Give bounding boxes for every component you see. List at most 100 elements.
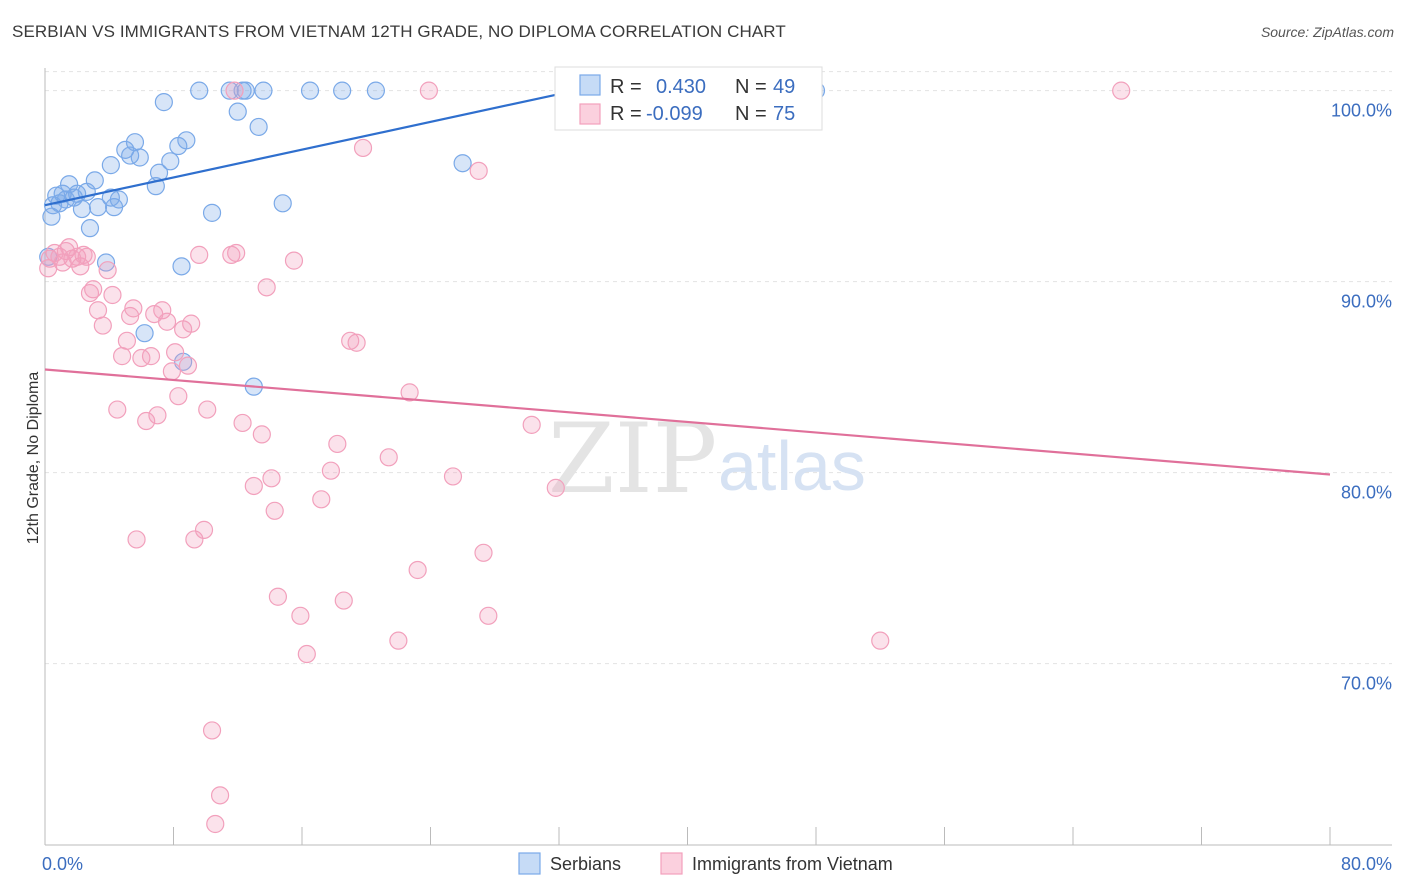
point-serbians-20 xyxy=(116,140,135,159)
point-vietnam-63 xyxy=(353,138,373,158)
point-serbians-23 xyxy=(130,148,149,167)
point-serbians-43 xyxy=(300,81,320,100)
point-vietnam-40 xyxy=(198,400,217,419)
y-axis-label: 12th Grade, No Diploma xyxy=(25,372,42,545)
point-vietnam-26 xyxy=(141,347,161,366)
series-legend-label-serbians[interactable]: Serbians xyxy=(550,854,621,874)
point-vietnam-20 xyxy=(117,331,137,350)
y-tick-label-2: 80.0% xyxy=(1341,483,1392,503)
point-vietnam-16 xyxy=(98,261,117,280)
point-serbians-40 xyxy=(249,117,268,137)
point-serbians-33 xyxy=(190,81,209,100)
point-serbians-34 xyxy=(202,203,222,222)
point-vietnam-50 xyxy=(257,278,276,297)
chart-title: SERBIAN VS IMMIGRANTS FROM VIETNAM 12TH … xyxy=(12,22,786,41)
point-serbians-36 xyxy=(228,102,247,121)
point-vietnam-68 xyxy=(419,81,438,100)
trend-line-serbians xyxy=(44,89,576,207)
y-tick-label-0: 100.0% xyxy=(1331,101,1392,121)
point-serbians-15 xyxy=(96,253,116,272)
point-serbians-18 xyxy=(109,190,128,209)
point-serbians-30 xyxy=(177,131,196,150)
series-legend-swatch-vietnam[interactable] xyxy=(660,852,683,875)
legend-swatch-vietnam xyxy=(579,103,601,125)
point-vietnam-51 xyxy=(262,469,281,488)
point-vietnam-28 xyxy=(148,406,167,425)
point-vietnam-54 xyxy=(284,251,304,270)
point-serbians-12 xyxy=(80,219,100,238)
point-vietnam-19 xyxy=(112,347,132,366)
point-vietnam-72 xyxy=(479,606,498,625)
point-vietnam-62 xyxy=(347,333,366,352)
point-serbians-10 xyxy=(72,199,92,219)
point-vietnam-57 xyxy=(312,490,331,509)
point-vietnam-64 xyxy=(379,448,398,467)
axes xyxy=(44,68,1392,846)
point-serbians-27 xyxy=(154,93,173,112)
point-vietnam-30 xyxy=(157,312,177,331)
point-vietnam-52 xyxy=(265,501,284,520)
point-serbians-35 xyxy=(220,81,239,100)
point-vietnam-22 xyxy=(124,299,143,318)
legend-r-value-vietnam: -0.099 xyxy=(646,103,703,125)
point-vietnam-75 xyxy=(871,631,890,650)
point-vietnam-15 xyxy=(93,316,112,335)
point-vietnam-32 xyxy=(166,343,185,362)
point-serbians-31 xyxy=(172,257,191,276)
watermark: ZIP atlas xyxy=(548,403,866,515)
series-legend: Serbians Immigrants from Vietnam xyxy=(518,852,893,875)
point-vietnam-73 xyxy=(522,415,541,434)
watermark-zip: ZIP xyxy=(548,403,717,515)
point-vietnam-53 xyxy=(268,587,288,606)
series-legend-label-vietnam[interactable]: Immigrants from Vietnam xyxy=(692,854,893,874)
point-vietnam-58 xyxy=(321,461,341,480)
point-serbians-28 xyxy=(161,152,180,171)
point-vietnam-67 xyxy=(408,560,427,580)
point-vietnam-61 xyxy=(341,331,360,350)
point-vietnam-39 xyxy=(194,520,214,539)
point-vietnam-59 xyxy=(328,434,347,454)
point-vietnam-37 xyxy=(185,530,204,549)
legend-n-label-serbians: N = xyxy=(735,76,767,98)
point-serbians-41 xyxy=(254,81,273,100)
point-vietnam-65 xyxy=(389,631,408,650)
y-tick-label-3: 70.0% xyxy=(1341,674,1392,694)
source-attribution: Source: ZipAtlas.com xyxy=(1260,24,1394,40)
legend-n-value-serbians: 49 xyxy=(773,76,795,98)
point-vietnam-8 xyxy=(68,247,87,266)
point-serbians-14 xyxy=(88,198,108,217)
point-vietnam-60 xyxy=(334,591,353,610)
point-vietnam-18 xyxy=(108,400,127,419)
point-vietnam-29 xyxy=(153,301,172,320)
point-vietnam-71 xyxy=(474,543,493,562)
point-serbians-19 xyxy=(101,156,120,175)
x-tick-labels: 0.0% 80.0% xyxy=(42,854,1392,874)
point-vietnam-55 xyxy=(291,606,310,625)
x-tick-label-0: 0.0% xyxy=(42,854,83,874)
point-serbians-13 xyxy=(85,171,104,190)
point-vietnam-42 xyxy=(210,786,230,805)
point-vietnam-25 xyxy=(137,411,156,431)
point-vietnam-10 xyxy=(74,245,93,264)
point-vietnam-38 xyxy=(190,245,209,264)
point-vietnam-56 xyxy=(297,644,316,664)
point-vietnam-9 xyxy=(71,257,90,276)
point-vietnam-69 xyxy=(443,467,463,486)
point-vietnam-41 xyxy=(202,721,222,740)
point-serbians-44 xyxy=(333,81,352,100)
point-vietnam-17 xyxy=(103,285,122,305)
point-vietnam-11 xyxy=(77,247,96,266)
point-vietnam-43 xyxy=(206,814,225,834)
point-vietnam-35 xyxy=(178,356,198,375)
point-vietnam-36 xyxy=(182,314,201,333)
point-vietnam-48 xyxy=(244,476,263,496)
trend-line-vietnam xyxy=(44,368,1331,476)
point-vietnam-76 xyxy=(1112,81,1131,100)
legend-stats: R = 0.430 N = 49 R = -0.099 N = 75 xyxy=(554,66,823,131)
data-points xyxy=(39,81,1131,834)
point-serbians-1 xyxy=(42,207,61,226)
point-vietnam-14 xyxy=(88,301,108,320)
series-legend-swatch-serbians[interactable] xyxy=(518,852,541,875)
point-vietnam-45 xyxy=(227,243,246,263)
point-vietnam-74 xyxy=(546,478,565,497)
